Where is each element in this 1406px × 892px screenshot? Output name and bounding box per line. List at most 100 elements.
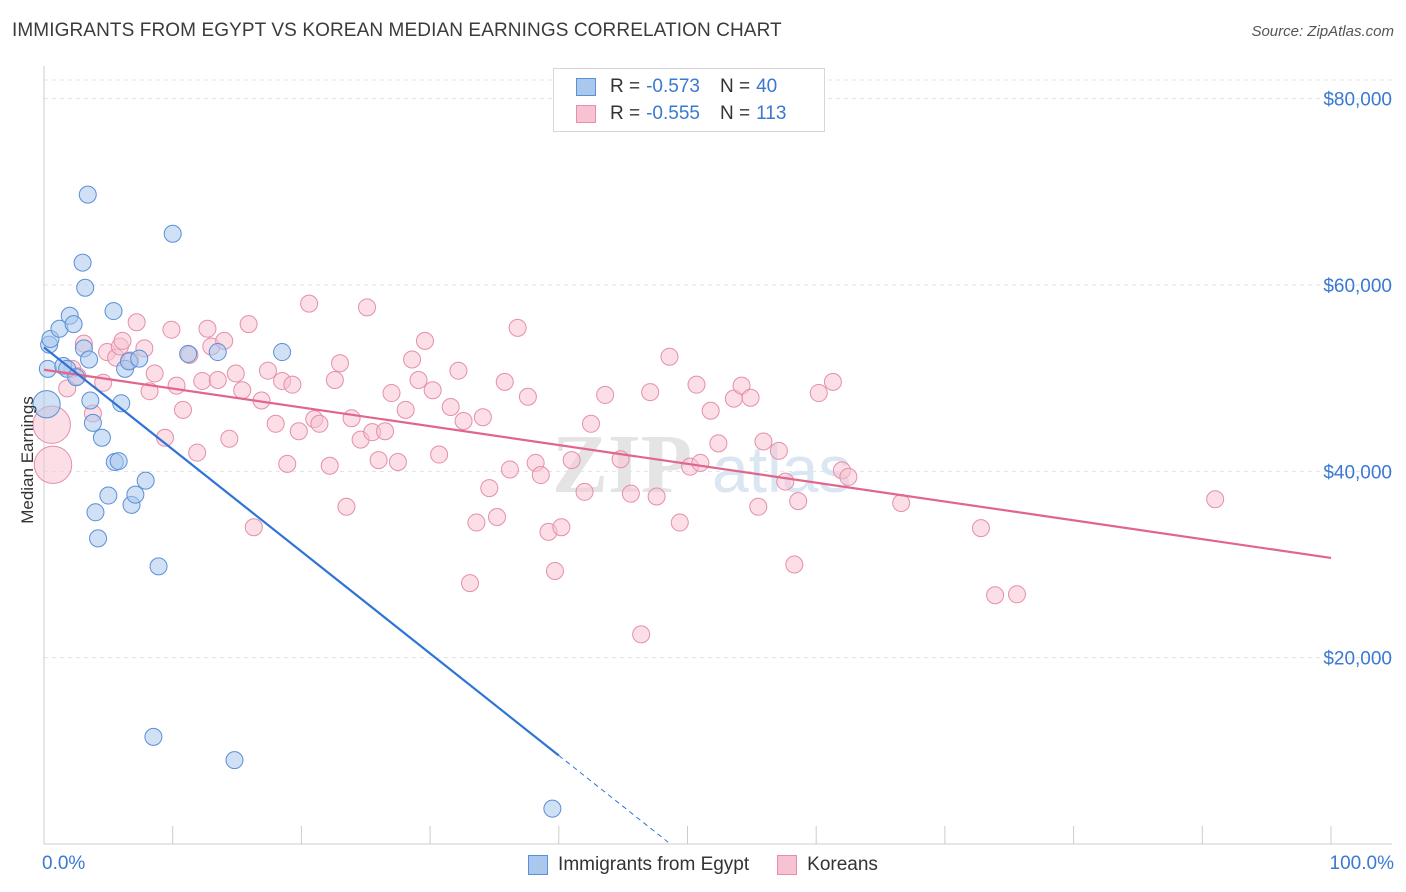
korean-point [325,371,344,390]
egypt-trend-line [43,346,560,757]
korean-point [198,319,217,338]
korean-point [495,372,514,391]
egypt-point [83,413,102,432]
korean-point [388,453,407,471]
r-value: -0.573 [646,76,700,97]
korean-legend-label: Koreans [807,854,878,875]
egypt-trend-extension [558,755,669,843]
korean-trend-line [43,368,1332,560]
korean-point [709,434,728,453]
korean-point [562,451,581,470]
korean-point [823,372,842,391]
grid-lines [44,79,1392,659]
n-label: N = [719,76,751,97]
korean-point [233,381,252,400]
korean-point [596,385,615,404]
egypt-point [92,428,111,447]
egypt-point [163,224,182,243]
korean-point [331,354,350,373]
r-value: -0.555 [646,103,700,124]
x-tick-label: 100.0% [1330,853,1395,874]
korean-point [289,422,308,441]
egypt-point [543,799,562,818]
korean-point [173,400,192,419]
korean-point [575,482,594,501]
korean-point [441,398,460,417]
korean-point [239,315,258,334]
x-tick-label: 0.0% [42,853,85,874]
korean-point [337,497,356,516]
korean-point [226,364,245,383]
egypt-point [38,359,57,378]
egypt-point [208,343,227,362]
korean-point [545,562,564,581]
egypt-point [80,350,99,369]
egypt-point [76,278,95,297]
legend-row-korean: R = -0.555 N = 113 [576,102,786,126]
korean-point [382,384,401,403]
korean-point [403,350,422,369]
korean-point [621,484,640,503]
korean-point [310,414,329,433]
korean-point [454,412,473,431]
egypt-point [81,391,100,410]
korean-point [769,441,788,460]
korean-point [278,454,297,473]
egypt-point [89,529,108,548]
korean-point [140,382,159,401]
korean-point [220,429,239,448]
korean-point [500,460,519,479]
korean-point [145,364,164,383]
korean-point [423,381,442,400]
trend-lines [43,346,1332,843]
korean-point [188,443,207,462]
korean-point [480,479,499,498]
y-axis-label: Median Earnings [18,396,37,524]
korean-point [396,400,415,419]
korean-point [430,445,449,464]
korean-point [369,451,388,470]
korean-point [732,376,751,395]
egypt-point [99,486,118,505]
korean-point [687,375,706,394]
egypt-legend-label: Immigrants from Egypt [558,854,750,875]
egypt-point [109,452,128,471]
korean-point [488,507,507,526]
korean-point [266,414,285,433]
korean-point [660,347,679,366]
correlation-legend: R = -0.573 N = 40 R = -0.555 N = 113 [553,68,825,132]
korean-point [208,371,227,390]
korean-point [283,375,302,394]
korean-point [839,467,858,486]
korean-point [531,466,550,485]
korean-point [789,492,808,511]
y-tick-label: $20,000 [1323,649,1392,670]
korean-point [641,383,660,402]
r-label: R = [610,76,641,97]
egypt-point [149,557,168,576]
korean-point [670,513,689,532]
legend-item-egypt[interactable]: Immigrants from Egypt [528,854,749,876]
egypt-point [64,315,83,334]
korean-point [193,371,212,390]
korean-point [508,318,527,337]
korean-point [320,456,339,475]
korean-point [33,445,73,484]
series-legend: Immigrants from Egypt Koreans [0,852,1406,878]
korean-point [1206,490,1225,509]
legend-item-korean[interactable]: Koreans [777,854,878,876]
korean-swatch [576,105,596,123]
korean-point [754,432,773,451]
korean-legend-swatch [777,855,798,875]
korean-point [691,453,710,472]
y-tick-labels: $20,000 $40,000 $60,000 $80,000 [1323,90,1392,670]
korean-point [460,574,479,593]
korean-point [162,320,181,339]
egypt-point [130,349,149,368]
egypt-point [78,185,97,204]
n-label: N = [719,103,751,124]
korean-point [971,519,990,538]
egypt-point [104,302,123,321]
korean-point [581,414,600,433]
korean-point [300,294,319,313]
